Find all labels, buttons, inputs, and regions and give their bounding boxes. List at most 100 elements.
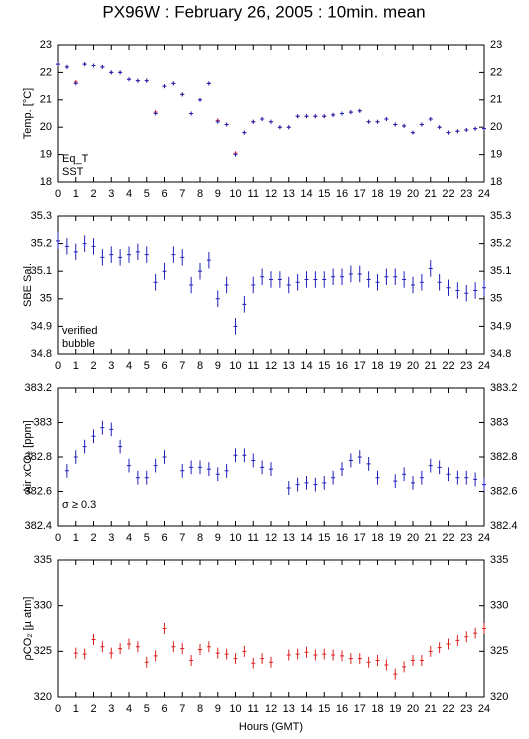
x-tick-label: 0 (55, 360, 61, 372)
data-point (135, 470, 140, 485)
data-point (286, 125, 291, 130)
data-point (180, 92, 185, 97)
data-point (224, 276, 229, 294)
data-point (269, 656, 273, 668)
x-tick-label: 12 (265, 360, 277, 372)
x-tick-label: 17 (354, 703, 366, 715)
data-point (215, 290, 220, 308)
data-point (189, 111, 194, 116)
data-point (304, 271, 309, 288)
x-tick-label: 9 (215, 703, 221, 715)
data-point (340, 268, 344, 285)
data-point (260, 653, 265, 665)
data-point (375, 273, 380, 291)
y-tick-label: 21 (40, 94, 52, 106)
data-point (428, 116, 433, 121)
y-tick-label: 335 (34, 554, 52, 566)
data-point (419, 470, 424, 485)
data-point (242, 645, 247, 657)
data-point (348, 653, 353, 665)
data-point (419, 654, 424, 666)
data-point (375, 654, 380, 666)
y-tick-label: 35.3 (31, 210, 52, 222)
x-tick-label: 22 (442, 703, 454, 715)
x-tick-label: 16 (336, 532, 348, 544)
data-point (206, 641, 211, 653)
data-point (340, 462, 344, 476)
y-tick-label: 35 (40, 293, 52, 305)
legend-label: SST (62, 166, 84, 178)
data-point (109, 246, 114, 263)
data-point (313, 114, 318, 119)
data-point (286, 649, 291, 661)
data-point (135, 78, 140, 83)
legend-label: bubble (62, 338, 95, 350)
x-tick-label: 15 (318, 703, 330, 715)
y2-tick-label: 35 (490, 293, 502, 305)
x-tick-label: 19 (389, 188, 401, 200)
x-tick-label: 21 (425, 532, 437, 544)
data-point (428, 645, 433, 657)
x-tick-label: 21 (425, 188, 437, 200)
x-tick-label: 24 (478, 703, 490, 715)
y-tick-label: 35.1 (31, 265, 52, 277)
data-point (82, 235, 87, 252)
y-tick-label: 23 (40, 39, 52, 51)
x-tick-label: 2 (90, 532, 96, 544)
data-point (402, 467, 407, 482)
data-point (224, 463, 229, 478)
x-tick-label: 3 (108, 188, 114, 200)
data-point (153, 458, 158, 473)
y2-tick-label: 330 (490, 600, 508, 612)
data-point (482, 477, 486, 492)
x-tick-label: 17 (354, 188, 366, 200)
x-tick-label: 6 (161, 360, 167, 372)
x-tick-label: 15 (318, 188, 330, 200)
x-tick-label: 21 (425, 703, 437, 715)
data-point (260, 268, 265, 285)
x-tick-label: 18 (371, 360, 383, 372)
data-point (251, 276, 256, 294)
plot-frame (57, 387, 485, 527)
data-point (277, 125, 282, 130)
data-point (135, 641, 140, 653)
data-point (366, 271, 371, 288)
data-point (162, 84, 167, 89)
x-tick-label: 11 (248, 703, 259, 715)
data-point (473, 126, 478, 131)
data-point (437, 460, 442, 475)
data-point (127, 246, 131, 263)
data-point (144, 470, 149, 485)
data-point (455, 129, 460, 134)
x-tick-label: 1 (73, 532, 79, 544)
x-tick-label: 23 (460, 360, 472, 372)
data-point (357, 450, 362, 464)
x-tick-label: 22 (442, 360, 454, 372)
data-point (198, 644, 202, 655)
data-point (153, 650, 158, 662)
y2-tick-label: 383.2 (490, 382, 518, 394)
x-tick-label: 8 (197, 188, 203, 200)
data-point (269, 271, 273, 288)
x-tick-label: 7 (179, 532, 185, 544)
x-tick-label: 19 (389, 703, 401, 715)
x-tick-label: 20 (407, 532, 419, 544)
data-point (56, 62, 60, 67)
x-tick-label: 2 (90, 360, 96, 372)
data-point (384, 268, 389, 285)
x-tick-label: 7 (179, 703, 185, 715)
data-point (251, 453, 256, 468)
data-point (189, 654, 194, 666)
data-point (304, 475, 309, 490)
data-point (411, 654, 415, 666)
data-point (180, 249, 185, 266)
data-point (118, 439, 123, 454)
x-tick-label: 14 (300, 360, 312, 372)
data-point (464, 631, 469, 643)
data-point (393, 268, 398, 285)
data-point (313, 477, 318, 492)
data-point (322, 648, 327, 660)
y-tick-label: 330 (34, 600, 52, 612)
y2-tick-label: 325 (490, 645, 508, 657)
